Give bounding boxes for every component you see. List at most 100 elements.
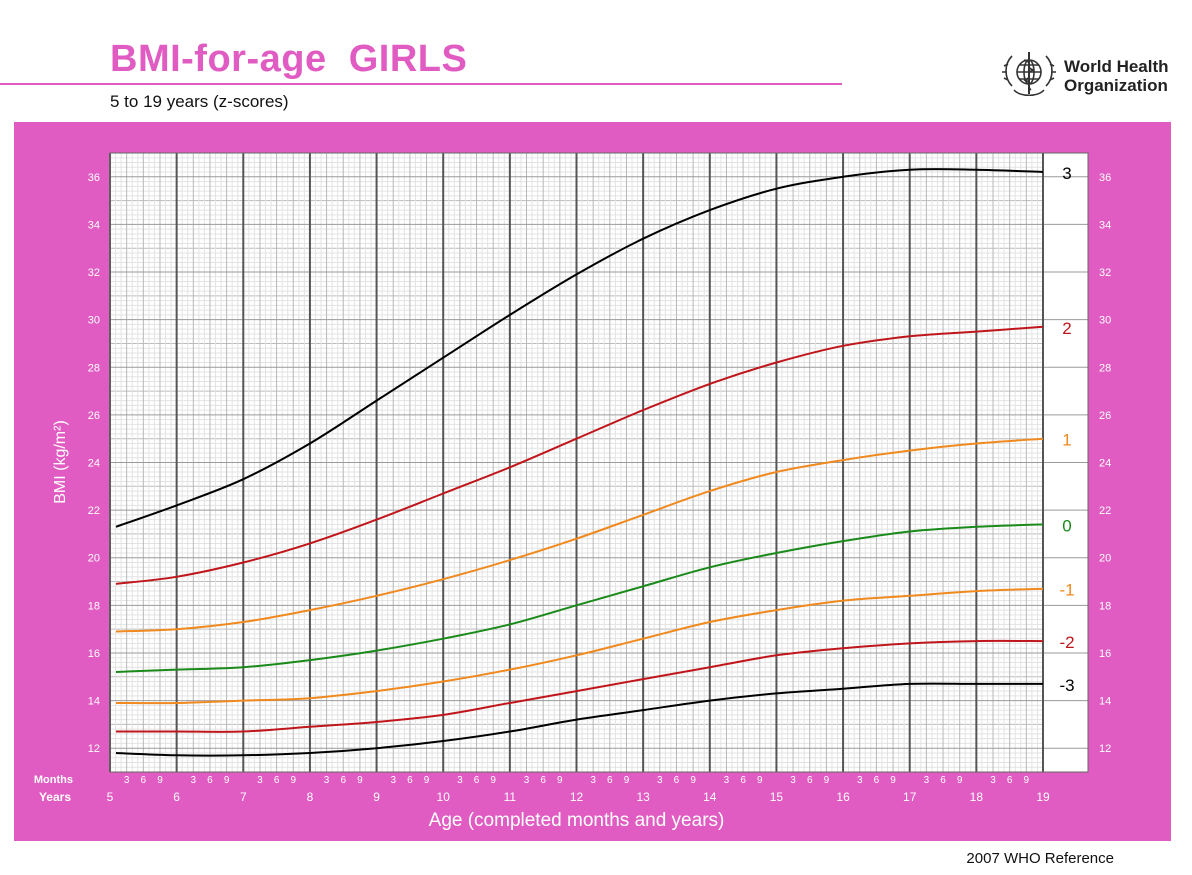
x-month-tick-label: 6	[1007, 775, 1013, 786]
series-line-z-3	[115, 168, 1044, 528]
x-tick-label: 12	[570, 790, 584, 804]
x-month-tick-label: 3	[724, 775, 730, 786]
series-lines	[115, 168, 1044, 757]
y-tick-label-right: 18	[1099, 600, 1111, 612]
y-tick-label-left: 14	[88, 696, 100, 708]
series-line-z-minus-1	[115, 587, 1044, 705]
series-label-z-0: 0	[1062, 516, 1071, 535]
x-month-tick-label: 6	[474, 775, 480, 786]
x-month-tick-label: 9	[957, 775, 963, 786]
series-label-z-2: 2	[1062, 319, 1071, 338]
x-axis-months-label: Months	[34, 774, 73, 786]
series-label-z-minus-3: -3	[1059, 676, 1074, 695]
x-month-tick-label: 9	[824, 775, 830, 786]
x-tick-label: 11	[504, 790, 517, 804]
chart-subtitle: 5 to 19 years (z-scores)	[110, 92, 289, 111]
x-tick-label: 7	[240, 790, 247, 804]
x-month-tick-label: 9	[290, 775, 296, 786]
y-tick-label-left: 30	[88, 315, 100, 327]
y-tick-label-right: 12	[1099, 743, 1111, 755]
x-month-tick-label: 6	[407, 775, 413, 786]
series-line-z-minus-3	[115, 682, 1043, 757]
y-tick-label-left: 20	[88, 553, 100, 565]
chart-title: BMI-for-age GIRLS	[110, 38, 468, 80]
x-month-tick-label: 3	[790, 775, 796, 786]
x-month-tick-label: 6	[141, 775, 147, 786]
x-month-tick-label: 3	[191, 775, 197, 786]
y-tick-label-right: 30	[1099, 315, 1111, 327]
x-month-tick-label: 9	[157, 775, 163, 786]
y-tick-label-left: 36	[88, 172, 100, 184]
x-month-tick-label: 6	[340, 775, 346, 786]
x-month-tick-label: 3	[657, 775, 663, 786]
y-tick-label-right: 24	[1099, 458, 1111, 470]
series-label-z-minus-2: -2	[1059, 633, 1074, 652]
x-month-tick-label: 9	[490, 775, 496, 786]
y-tick-label-right: 32	[1099, 267, 1111, 279]
x-tick-label: 10	[437, 790, 451, 804]
reference-note: 2007 WHO Reference	[966, 850, 1114, 867]
title-divider	[0, 83, 842, 85]
x-tick-label: 18	[970, 790, 984, 804]
who-name-line1: World Health	[1064, 57, 1169, 76]
x-month-tick-label: 9	[690, 775, 696, 786]
x-tick-label: 17	[903, 790, 917, 804]
x-month-tick-label: 6	[607, 775, 613, 786]
y-tick-label-left: 34	[88, 219, 100, 231]
x-month-tick-label: 3	[257, 775, 263, 786]
x-month-tick-label: 3	[857, 775, 863, 786]
x-month-tick-label: 9	[624, 775, 630, 786]
series-label-z-3: 3	[1062, 164, 1071, 183]
x-month-tick-label: 6	[207, 775, 213, 786]
x-month-tick-label: 3	[924, 775, 930, 786]
x-tick-label: 6	[173, 790, 180, 804]
x-month-tick-label: 9	[1024, 775, 1030, 786]
y-tick-label-left: 18	[88, 600, 100, 612]
series-line-z-1	[115, 437, 1044, 633]
x-month-tick-label: 6	[540, 775, 546, 786]
y-tick-label-right: 36	[1099, 172, 1111, 184]
y-tick-label-left: 24	[88, 458, 100, 470]
y-tick-label-left: 26	[88, 410, 100, 422]
y-tick-label-right: 14	[1099, 696, 1111, 708]
x-month-tick-label: 3	[457, 775, 463, 786]
series-line-z-2	[115, 325, 1044, 585]
x-month-tick-label: 3	[124, 775, 130, 786]
y-tick-label-left: 32	[88, 267, 100, 279]
x-month-tick-label: 9	[357, 775, 363, 786]
x-month-tick-label: 6	[274, 775, 280, 786]
x-axis-years-label: Years	[39, 790, 71, 804]
grid	[109, 152, 1089, 773]
x-month-tick-label: 9	[890, 775, 896, 786]
x-month-tick-label: 6	[740, 775, 746, 786]
y-tick-label-right: 34	[1099, 219, 1111, 231]
series-line-z-minus-2	[116, 639, 1044, 733]
x-tick-label: 15	[770, 790, 784, 804]
x-month-tick-label: 3	[324, 775, 330, 786]
y-axis-title: BMI (kg/m²)	[52, 420, 69, 504]
x-month-tick-label: 3	[990, 775, 996, 786]
y-tick-label-right: 26	[1099, 410, 1111, 422]
x-month-tick-label: 3	[390, 775, 396, 786]
y-tick-label-right: 20	[1099, 553, 1111, 565]
x-axis-title: Age (completed months and years)	[429, 810, 725, 831]
x-month-tick-label: 6	[874, 775, 880, 786]
x-month-tick-label: 9	[424, 775, 430, 786]
y-tick-label-left: 12	[88, 743, 100, 755]
series-line-z-0	[115, 523, 1044, 673]
y-tick-label-left: 16	[88, 648, 100, 660]
series-label-z-1: 1	[1062, 431, 1071, 450]
y-tick-label-right: 22	[1099, 505, 1111, 517]
x-month-tick-label: 9	[557, 775, 563, 786]
who-logo-icon	[1002, 52, 1056, 97]
x-month-tick-label: 9	[757, 775, 763, 786]
x-tick-label: 5	[107, 790, 114, 804]
x-tick-label: 16	[836, 790, 850, 804]
y-tick-label-right: 16	[1099, 648, 1111, 660]
x-month-tick-label: 6	[940, 775, 946, 786]
who-name-line2: Organization	[1064, 76, 1168, 95]
x-month-tick-label: 9	[224, 775, 230, 786]
y-tick-label-left: 28	[88, 362, 100, 374]
